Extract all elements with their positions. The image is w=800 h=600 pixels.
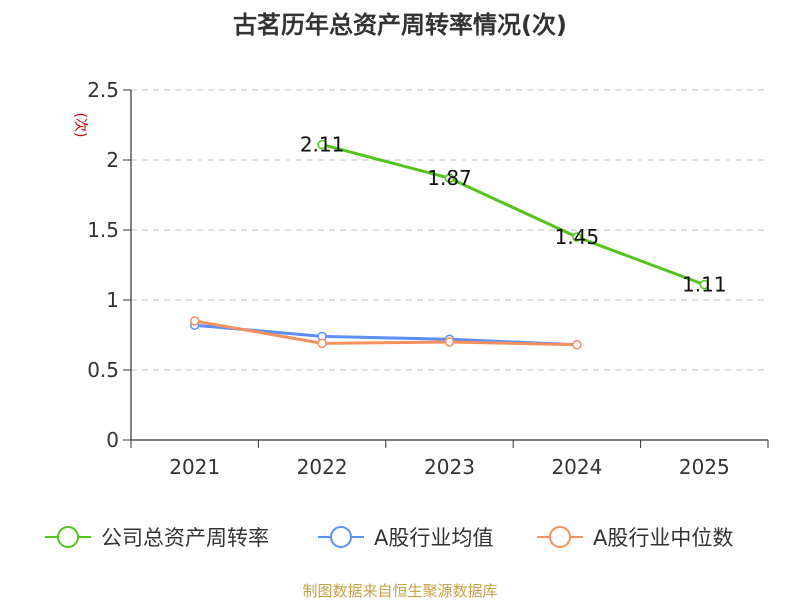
y-tick-label: 2.5	[87, 78, 119, 102]
data-label: 2.11	[300, 133, 345, 157]
series-0	[317, 139, 710, 290]
data-label: 1.11	[682, 273, 727, 297]
x-tick-label: 2021	[169, 455, 220, 479]
data-label: 1.45	[555, 225, 600, 249]
data-source-note: 制图数据来自恒生聚源数据库	[302, 582, 497, 600]
legend-item[interactable]: A股行业中位数	[537, 526, 733, 550]
data-point[interactable]	[699, 279, 710, 290]
y-axis-unit-label: (次)	[72, 113, 88, 138]
data-point[interactable]	[444, 337, 455, 347]
legend-item[interactable]: A股行业均值	[318, 526, 493, 550]
legend-label: 公司总资产周转率	[101, 526, 269, 550]
data-point[interactable]	[189, 316, 200, 326]
series-line	[194, 319, 577, 347]
chart-title: 古茗历年总资产周转率情况(次)	[233, 11, 567, 39]
data-point[interactable]	[444, 173, 455, 183]
y-tick-label: 2	[106, 148, 119, 172]
x-tick-label: 2024	[551, 455, 602, 479]
data-point[interactable]	[317, 139, 327, 150]
x-tick-label: 2023	[424, 455, 475, 479]
data-labels: 2.11 1.87 1.45 1.11	[300, 133, 727, 297]
legend-label: A股行业均值	[374, 526, 493, 550]
y-tick-label: 0	[106, 428, 119, 452]
x-tick-label: 2025	[679, 455, 730, 479]
legend-marker-icon	[549, 526, 571, 548]
data-label: 1.87	[427, 166, 472, 190]
axes: 0 0.5 1 1.5 2 2.5 2021 2022 2023 2024 2025	[87, 78, 769, 479]
data-point[interactable]	[572, 340, 582, 350]
series-2	[189, 316, 582, 350]
data-point[interactable]	[317, 338, 327, 349]
legend-marker-icon	[330, 526, 352, 548]
series-lines	[189, 139, 710, 350]
y-tick-label: 0.5	[87, 358, 119, 382]
legend-label: A股行业中位数	[593, 526, 733, 550]
legend-marker-icon	[57, 526, 79, 548]
data-point[interactable]	[572, 232, 582, 242]
legend[interactable]: 公司总资产周转率 A股行业均值 A股行业中位数	[45, 526, 733, 550]
y-tick-label: 1.5	[87, 218, 119, 242]
gridlines	[131, 89, 768, 371]
y-tick-label: 1	[106, 288, 119, 312]
series-line	[321, 143, 705, 287]
x-tick-label: 2022	[297, 455, 348, 479]
legend-item[interactable]: 公司总资产周转率	[45, 526, 269, 550]
